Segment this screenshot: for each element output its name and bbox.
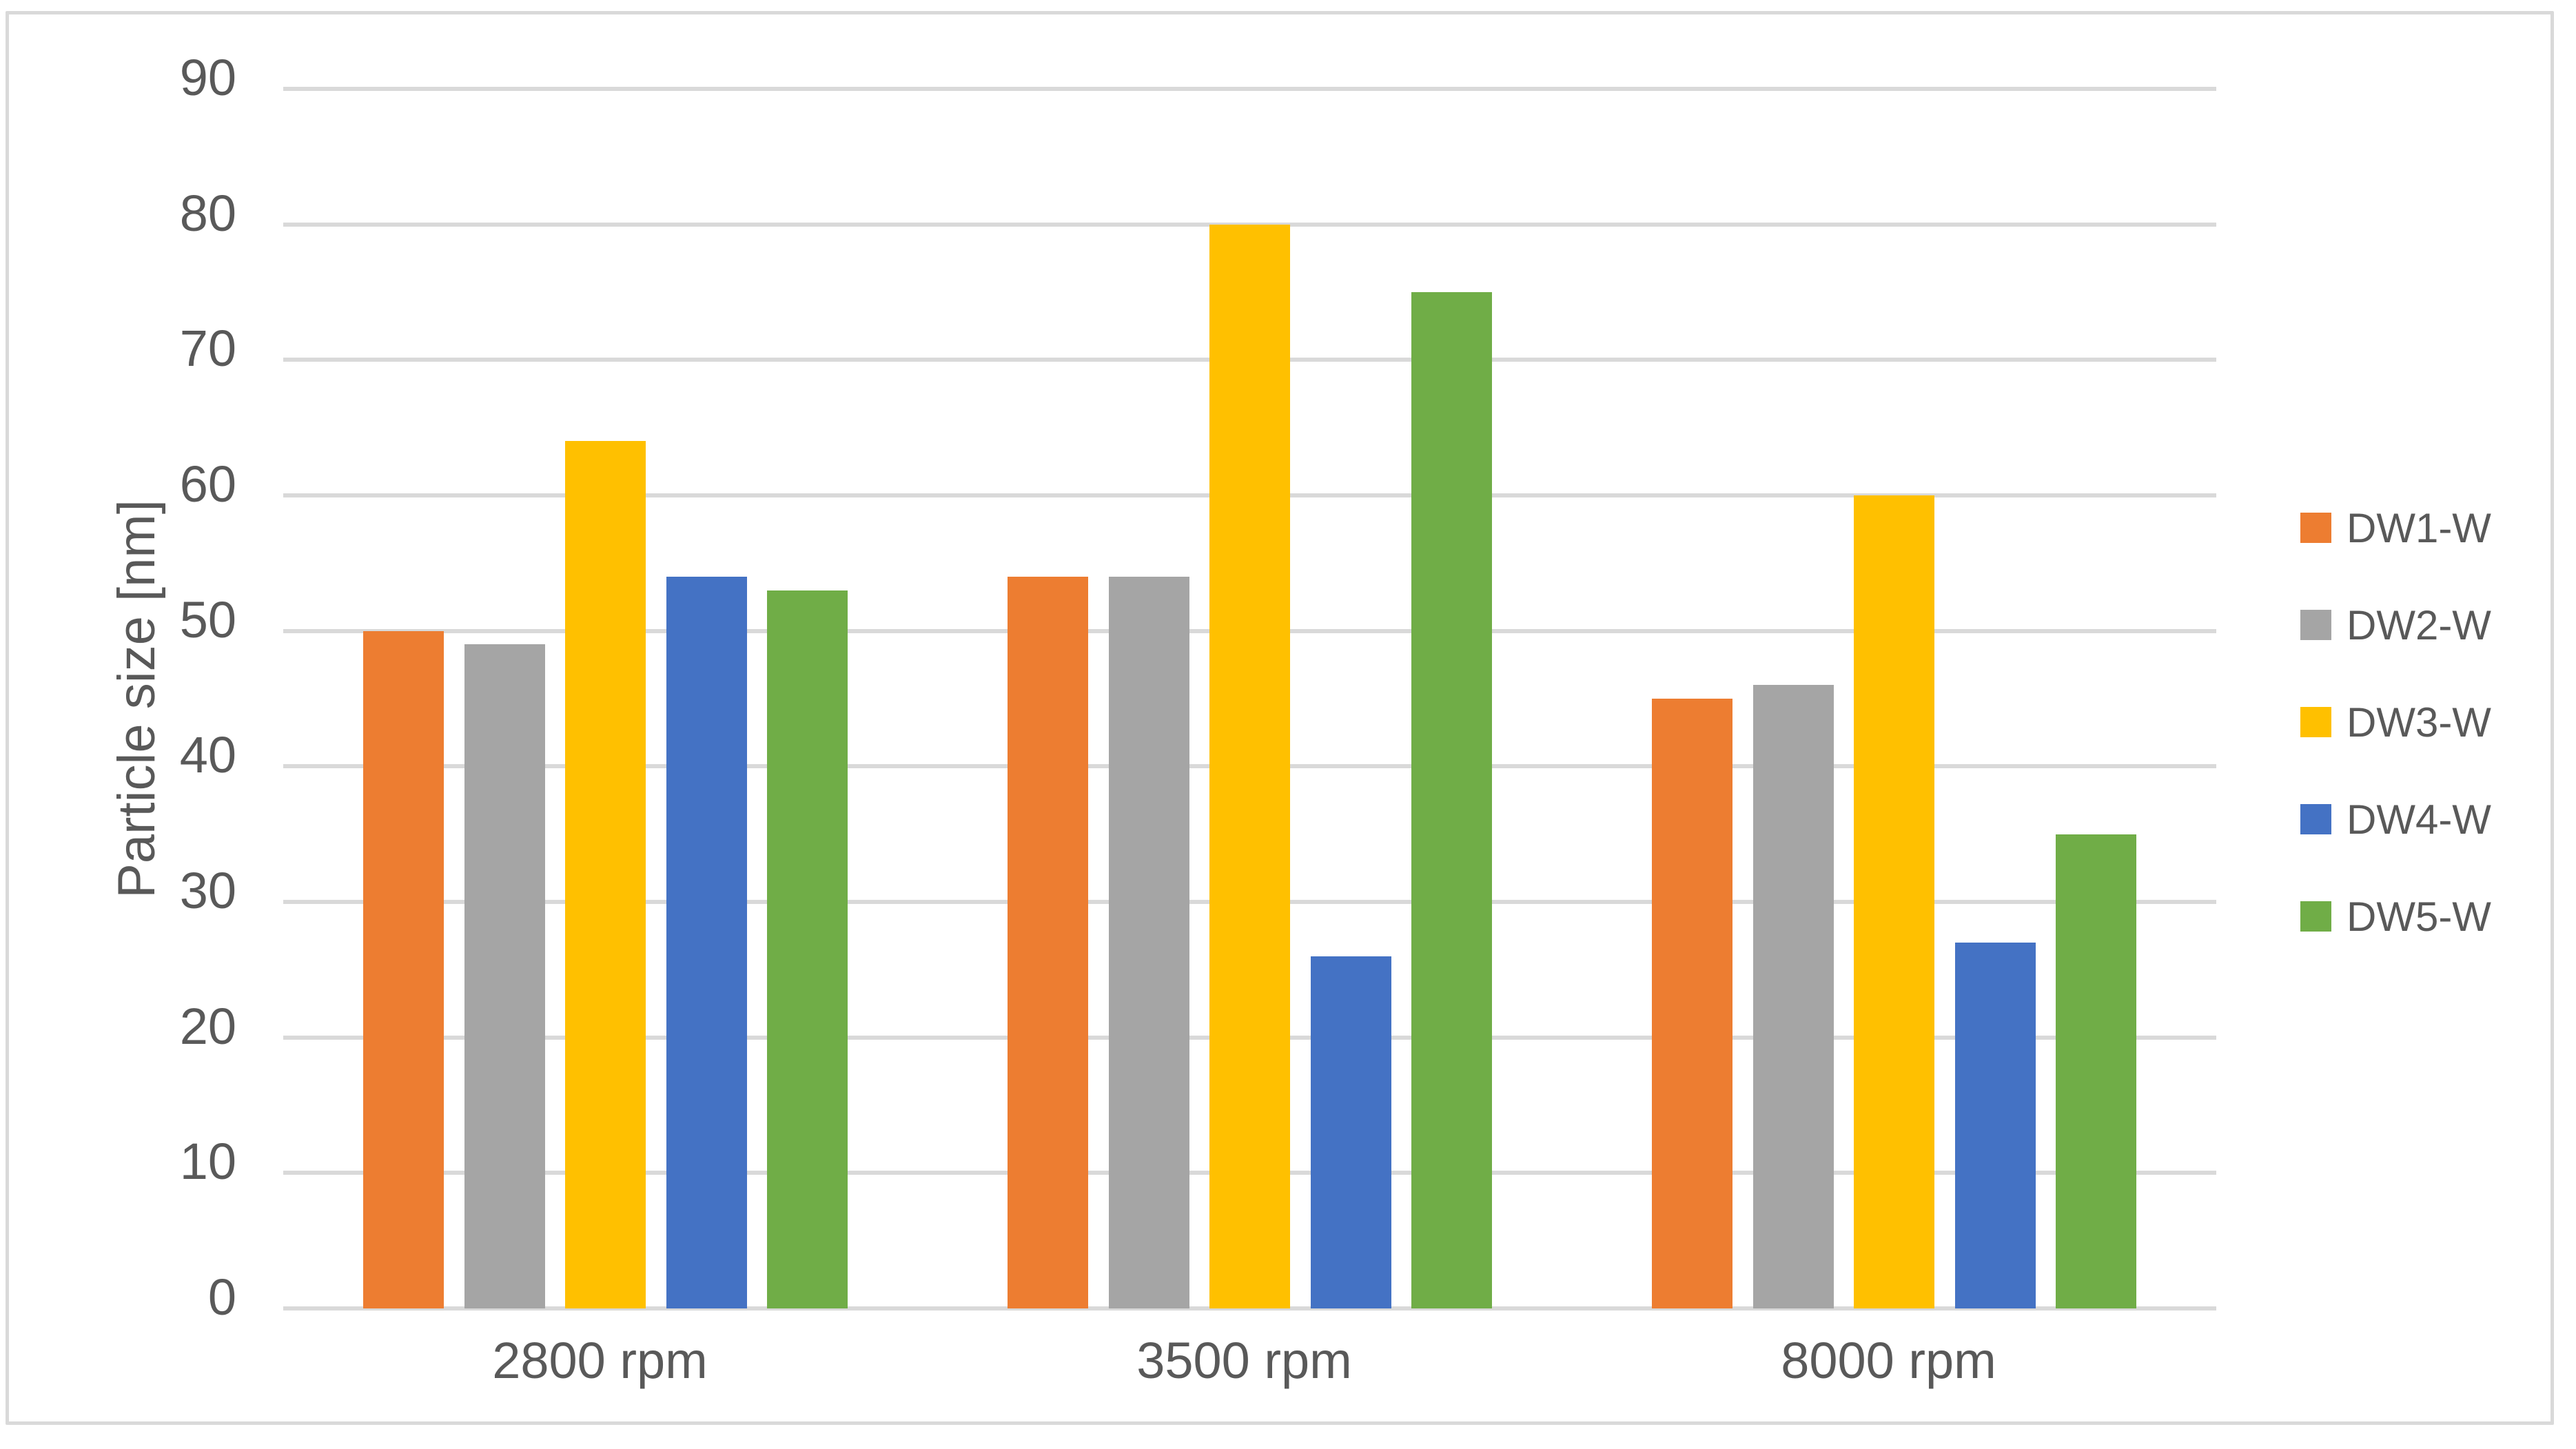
legend-swatch-dw3-w [2300,707,2331,737]
legend-label-dw3-w: DW3-W [2347,699,2491,746]
y-axis-tick-label-90: 90 [179,49,236,106]
bar-dw1-w-3500-rpm [1008,577,1088,1308]
y-axis-tick-label-60: 60 [179,455,236,513]
bar-dw4-w-3500-rpm [1310,956,1391,1308]
y-axis-title: Particle size [nm] [107,499,166,898]
legend-swatch-dw2-w [2300,610,2331,640]
bar-dw1-w-2800-rpm [363,630,444,1308]
bar-dw3-w-8000-rpm [1854,495,1934,1308]
bar-dw2-w-2800-rpm [464,644,545,1308]
bar-dw4-w-8000-rpm [1954,943,2036,1308]
bar-dw5-w-2800-rpm [767,590,848,1308]
plot-area [283,87,2216,1311]
legend-swatch-dw4-w [2300,804,2331,834]
legend-swatch-dw5-w [2300,901,2331,932]
legend-label-dw5-w: DW5-W [2347,893,2491,940]
y-axis-tick-label-80: 80 [179,184,236,242]
x-axis-category-label-2800-rpm: 2800 rpm [492,1332,708,1389]
y-axis-tick-label-50: 50 [179,590,236,648]
bar-dw5-w-8000-rpm [2056,834,2136,1308]
legend-label-dw4-w: DW4-W [2347,796,2491,843]
legend-item-dw4-w: DW4-W [2300,796,2491,843]
bar-dw4-w-2800-rpm [666,577,747,1308]
x-axis-category-label-3500-rpm: 3500 rpm [1136,1332,1352,1389]
y-axis-tick-label-70: 70 [179,320,236,378]
legend-item-dw5-w: DW5-W [2300,894,2491,940]
y-axis-title-box: Particle size [nm] [74,89,198,1308]
legend-item-dw3-w: DW3-W [2300,699,2491,746]
legend-item-dw1-w: DW1-W [2300,505,2491,551]
chart-frame: Particle size [nm] 0 10 20 30 40 50 60 70 80 90 2… [6,11,2554,1425]
legend-swatch-dw1-w [2300,513,2331,543]
legend-label-dw2-w: DW2-W [2347,602,2491,648]
y-axis-tick-label-30: 30 [179,862,236,919]
y-axis-tick-label-40: 40 [179,726,236,784]
x-axis-category-label-8000-rpm: 8000 rpm [1781,1332,1996,1389]
y-axis-tick-label-0: 0 [207,1268,236,1326]
bar-dw3-w-2800-rpm [565,441,646,1308]
gridline-y-0 [283,1306,2216,1311]
bar-dw1-w-8000-rpm [1652,699,1732,1308]
bar-dw3-w-3500-rpm [1209,224,1290,1308]
bar-dw2-w-3500-rpm [1108,577,1189,1308]
legend-label-dw1-w: DW1-W [2347,504,2491,551]
y-axis-tick-label-20: 20 [179,997,236,1055]
legend-item-dw2-w: DW2-W [2300,602,2491,648]
y-axis-tick-label-10: 10 [179,1133,236,1191]
gridline-y-90 [283,87,2216,91]
bar-dw2-w-8000-rpm [1752,685,1834,1308]
bar-dw5-w-3500-rpm [1411,292,1492,1308]
